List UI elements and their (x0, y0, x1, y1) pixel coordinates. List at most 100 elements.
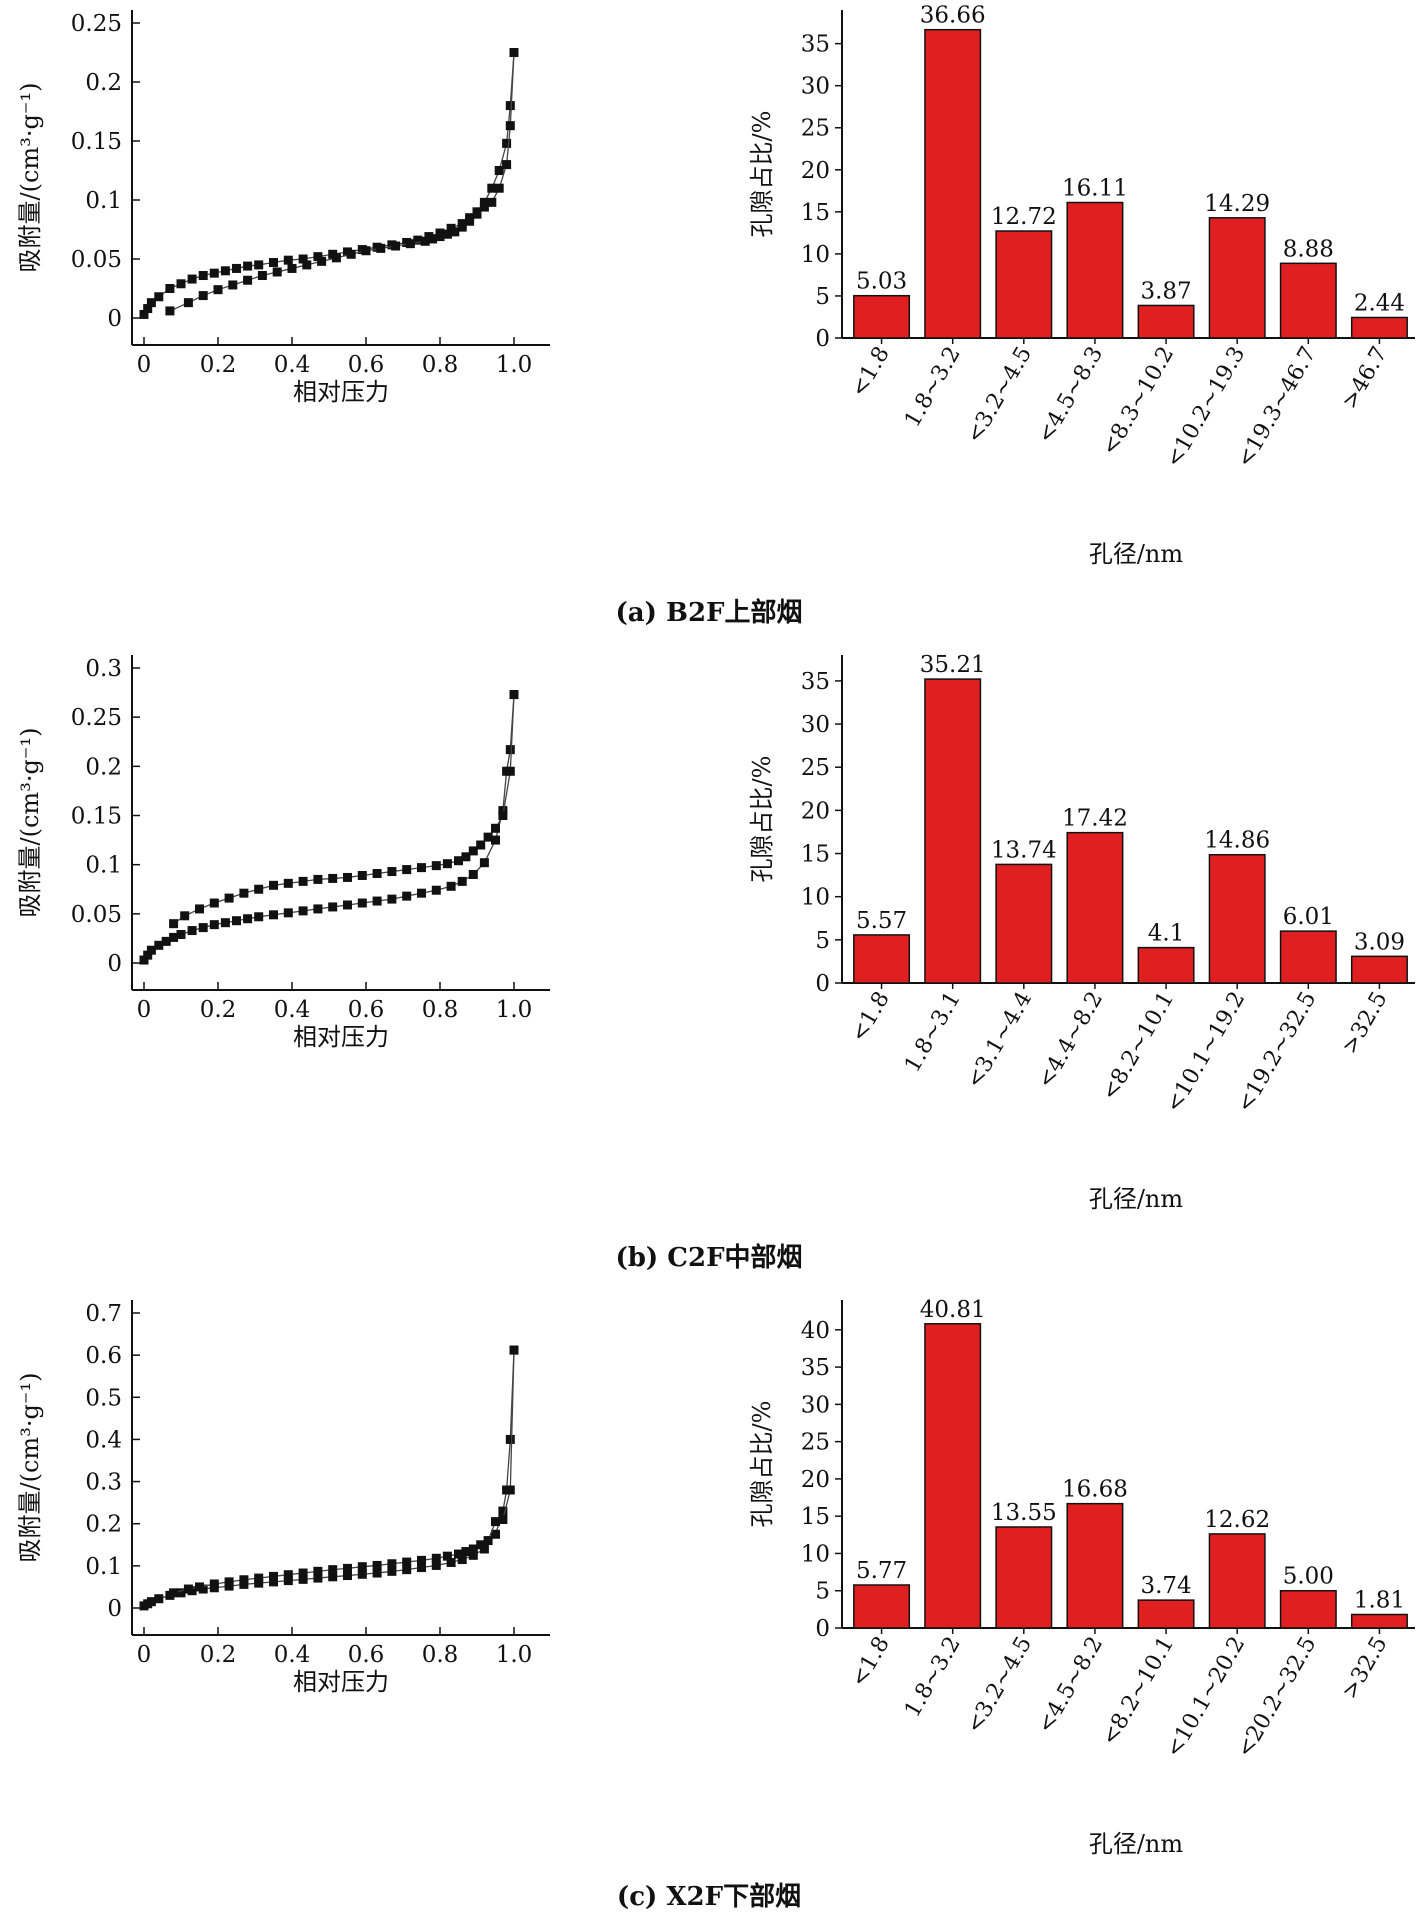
x-tick-label: 0.4 (274, 352, 311, 378)
data-point (357, 898, 367, 908)
x-tick-label: 0.2 (200, 352, 237, 378)
data-point (269, 258, 278, 268)
data-point (343, 1571, 352, 1581)
bar (924, 28, 982, 339)
data-point (243, 275, 253, 285)
data-point (387, 1566, 397, 1576)
x-axis-label: 孔径/nm (1089, 540, 1184, 568)
data-point (154, 940, 164, 950)
panel-c: 0 0.1 0.2 0.3 0.4 0.5 0.6 0.7 0 0.2 0.4 0.6 0.8 1.0 相对… (0, 1290, 1418, 1927)
y-tick-label: 15 (801, 842, 830, 868)
x-tick-label: 1.0 (496, 1642, 533, 1668)
y-tick-label: 5 (815, 928, 830, 954)
y-tick-label: 0.3 (85, 656, 122, 682)
data-point (457, 222, 467, 232)
bar-value-label: 3.09 (1354, 929, 1405, 955)
data-point (487, 183, 497, 193)
data-point (283, 255, 293, 265)
data-point (498, 811, 508, 820)
bar (853, 934, 911, 984)
data-point (372, 1568, 382, 1578)
data-point (239, 1579, 249, 1589)
data-point (298, 876, 308, 886)
data-point (372, 869, 382, 879)
y-axis-label: 孔隙占比/% (748, 111, 776, 238)
bar (1208, 853, 1266, 984)
x-tick-label: 0.6 (348, 1642, 385, 1668)
data-point (302, 260, 312, 270)
data-point (176, 1588, 186, 1598)
bar (1350, 1613, 1408, 1629)
data-point (417, 863, 426, 873)
y-tick-label: 35 (801, 32, 830, 58)
data-point (154, 292, 164, 302)
data-point (387, 894, 397, 904)
data-point (417, 1555, 426, 1565)
y-axis-label: 吸附量/(cm³·g⁻¹) (16, 1373, 44, 1563)
x-tick-label: <3.2~4.5 (962, 1633, 1037, 1738)
x-tick-label: <1.8 (846, 988, 894, 1047)
data-point (187, 274, 197, 284)
data-point (328, 1565, 338, 1575)
data-point (298, 254, 308, 264)
x-tick-label: 1.8~3.2 (900, 1633, 966, 1722)
data-point (313, 1573, 323, 1583)
x-tick-label: <3.2~4.5 (962, 343, 1037, 448)
data-point (468, 1550, 478, 1560)
y-tick-label: 0.25 (71, 11, 122, 37)
data-point (169, 919, 179, 929)
data-point (428, 234, 438, 244)
data-point (442, 1551, 452, 1561)
x-tick-label: 0 (137, 352, 152, 378)
x-tick-label: 0.4 (274, 997, 311, 1023)
x-tick-label: 0.4 (274, 1642, 311, 1668)
y-tick-label: 0.1 (85, 188, 122, 214)
data-point (505, 766, 515, 776)
bar (924, 678, 982, 984)
data-point (228, 280, 238, 290)
data-point (402, 865, 412, 875)
data-point (195, 904, 204, 914)
data-point (479, 858, 489, 868)
data-point (283, 878, 293, 888)
data-point (457, 876, 467, 886)
data-point (431, 1560, 441, 1570)
x-tick-label: 0 (137, 1642, 152, 1668)
y-tick-label: 0 (815, 326, 830, 352)
bar-value-label: 16.11 (1062, 176, 1128, 202)
data-point (154, 1594, 164, 1604)
data-point (272, 267, 282, 277)
bar (853, 294, 911, 339)
data-point (450, 227, 460, 237)
pore-bar-chart-a: 0 5 10 15 20 25 30 35 5.03 <1.8 36.66 1.8~3.2 12.72 <… (748, 3, 1415, 568)
data-point (505, 101, 515, 111)
bar-value-label: 16.68 (1062, 1477, 1128, 1503)
data-point (402, 891, 412, 901)
bar (1066, 201, 1124, 339)
data-point (209, 268, 219, 278)
data-point (317, 256, 327, 266)
bar (1350, 316, 1408, 339)
data-point (254, 1573, 264, 1583)
bar-value-label: 36.66 (920, 3, 986, 29)
data-point (446, 1557, 456, 1567)
data-point (283, 1570, 293, 1580)
y-tick-label: 0.1 (85, 1554, 122, 1580)
data-point (465, 216, 475, 226)
data-point (161, 936, 171, 946)
bar-value-label: 6.01 (1283, 904, 1334, 930)
data-point (198, 923, 208, 933)
data-point (243, 914, 253, 924)
data-point (209, 1579, 219, 1589)
x-tick-label: >46.7 (1337, 343, 1392, 414)
data-point (169, 1588, 179, 1598)
data-point (331, 253, 341, 263)
data-point (442, 859, 452, 869)
x-tick-label: <3.1~4.4 (962, 988, 1037, 1093)
data-point (143, 304, 153, 314)
x-axis-label: 孔径/nm (1089, 1185, 1184, 1213)
isotherm-chart-b: 0 0.05 0.1 0.15 0.2 0.25 0.3 0 0.2 0.4 0.6 0.8 1.0 相对… (16, 655, 550, 1051)
data-point (220, 266, 230, 276)
y-tick-label: 0.7 (85, 1301, 122, 1327)
data-point (417, 888, 426, 898)
